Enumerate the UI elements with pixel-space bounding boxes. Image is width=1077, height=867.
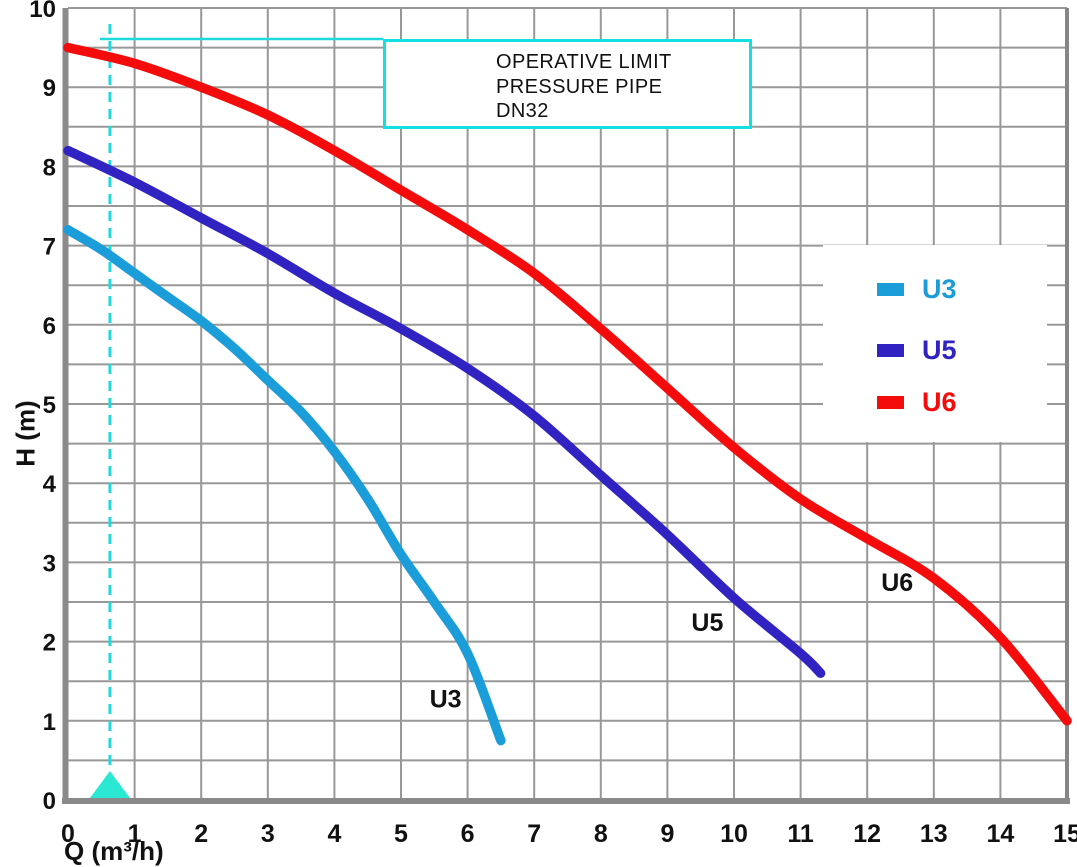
x-axis-title: Q (m³/h) <box>64 836 164 866</box>
y-tick-label: 8 <box>43 154 56 181</box>
y-tick-label: 4 <box>43 471 57 498</box>
legend: U3 U5 U6 <box>823 245 1047 442</box>
y-tick-label: 10 <box>29 0 56 23</box>
y-tick-label: 7 <box>43 234 56 261</box>
legend-item-u5: U5 <box>877 332 957 368</box>
operative-limit-line-3: DN32 <box>496 100 549 122</box>
y-tick-label: 5 <box>43 392 56 419</box>
y-axis-title: H (m) <box>10 400 41 467</box>
u5-color-swatch <box>877 343 904 357</box>
operative-limit-line-2: PRESSURE PIPE <box>496 75 663 98</box>
x-tick-label: 8 <box>594 820 608 848</box>
x-tick-label: 15 <box>1053 820 1077 848</box>
curve-u3 <box>63 225 506 746</box>
operative-limit-line-1: OPERATIVE LIMIT <box>496 51 672 73</box>
y-tick-label: 6 <box>43 313 56 340</box>
operative-limit-graphics <box>89 24 383 798</box>
legend-label-u6: U6 <box>922 386 957 417</box>
x-tick-label: 6 <box>461 820 475 848</box>
legend-label-u5: U5 <box>922 334 957 365</box>
x-tick-label: 5 <box>394 820 408 848</box>
y-tick-label: 3 <box>43 550 56 577</box>
x-tick-label: 9 <box>660 820 674 848</box>
operative-limit-callout: OPERATIVE LIMIT PRESSURE PIPE DN32 <box>383 39 752 129</box>
x-tick-label: 4 <box>327 820 341 848</box>
y-tick-label: 0 <box>43 788 56 815</box>
x-tick-label: 12 <box>853 820 881 848</box>
x-tick-label: 3 <box>261 820 275 848</box>
x-tick-label: 14 <box>986 820 1014 848</box>
x-tick-label: 1 <box>128 820 142 848</box>
curve-labels: U3 U5 U6 <box>430 569 914 713</box>
curve-label-u3: U3 <box>430 686 462 714</box>
curves <box>63 42 1072 746</box>
legend-item-u3: U3 <box>877 271 957 307</box>
u3-color-swatch <box>877 282 904 296</box>
y-tick-label: 1 <box>43 709 56 736</box>
x-tick-label: 7 <box>527 820 541 848</box>
y-tick-label: 9 <box>43 75 56 102</box>
x-tick-label: 0 <box>61 820 75 848</box>
legend-label-u3: U3 <box>922 273 957 304</box>
curve-u5 <box>63 145 826 679</box>
x-tick-label: 11 <box>787 820 814 848</box>
y-tick-label: 2 <box>43 630 56 657</box>
limit-triangle-marker <box>89 771 130 798</box>
x-tick-label: 2 <box>194 820 208 848</box>
curve-u6 <box>63 42 1072 726</box>
u6-color-swatch <box>877 395 904 409</box>
legend-item-u6: U6 <box>877 384 957 420</box>
x-tick-label: 10 <box>720 820 748 848</box>
curve-label-u6: U6 <box>881 569 913 597</box>
x-tick-label: 13 <box>920 820 948 848</box>
curve-label-u5: U5 <box>691 609 723 637</box>
